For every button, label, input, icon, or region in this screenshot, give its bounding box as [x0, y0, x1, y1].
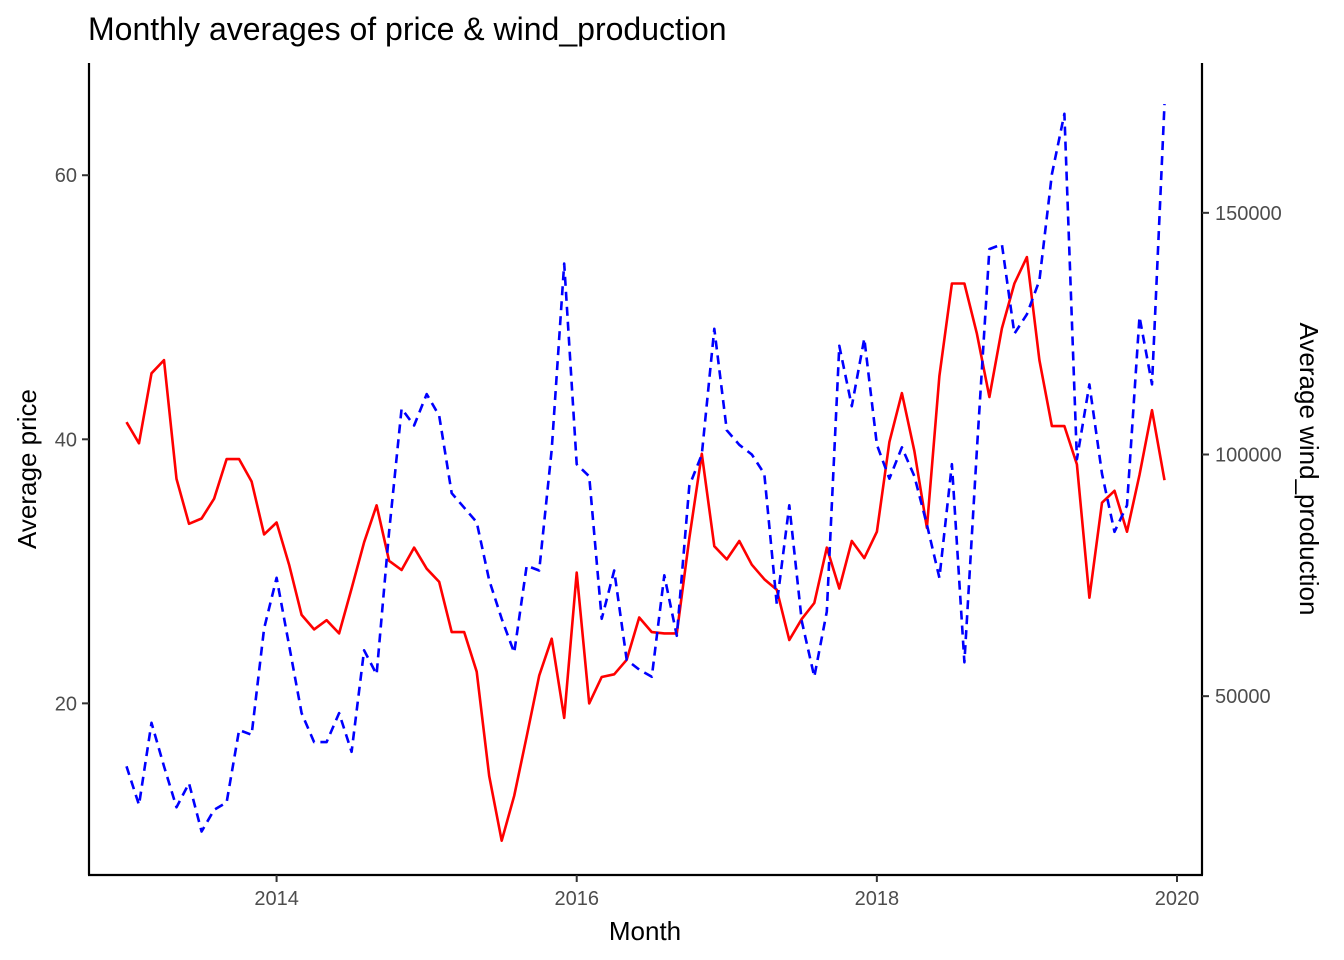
left-y-axis-title: Average price — [12, 389, 42, 549]
x-tick-label: 2014 — [254, 888, 299, 910]
left-y-tick-label: 20 — [55, 693, 77, 715]
price-series-line — [125, 255, 1166, 843]
x-axis-ticks: 2014 2016 2018 2020 — [254, 875, 1199, 910]
plot-area — [87, 63, 1204, 877]
x-axis-title: Month — [609, 916, 681, 946]
x-tick-label: 2016 — [554, 888, 599, 910]
wind-production-series-line — [125, 104, 1166, 833]
right-y-tick-label: 50000 — [1215, 686, 1271, 708]
left-y-tick-label: 40 — [55, 429, 77, 451]
chart-title: Monthly averages of price & wind_product… — [88, 11, 727, 47]
x-tick-label: 2018 — [855, 888, 900, 910]
series-layer — [125, 104, 1166, 843]
right-y-tick-label: 150000 — [1215, 203, 1282, 225]
right-y-axis-ticks: 50000 100000 150000 — [1202, 203, 1282, 708]
right-y-tick-label: 100000 — [1215, 445, 1282, 467]
x-tick-label: 2020 — [1155, 888, 1200, 910]
left-y-tick-label: 60 — [55, 165, 77, 187]
left-y-axis-ticks: 20 40 60 — [55, 165, 89, 715]
right-y-axis-title: Average wind_production — [1294, 323, 1324, 616]
